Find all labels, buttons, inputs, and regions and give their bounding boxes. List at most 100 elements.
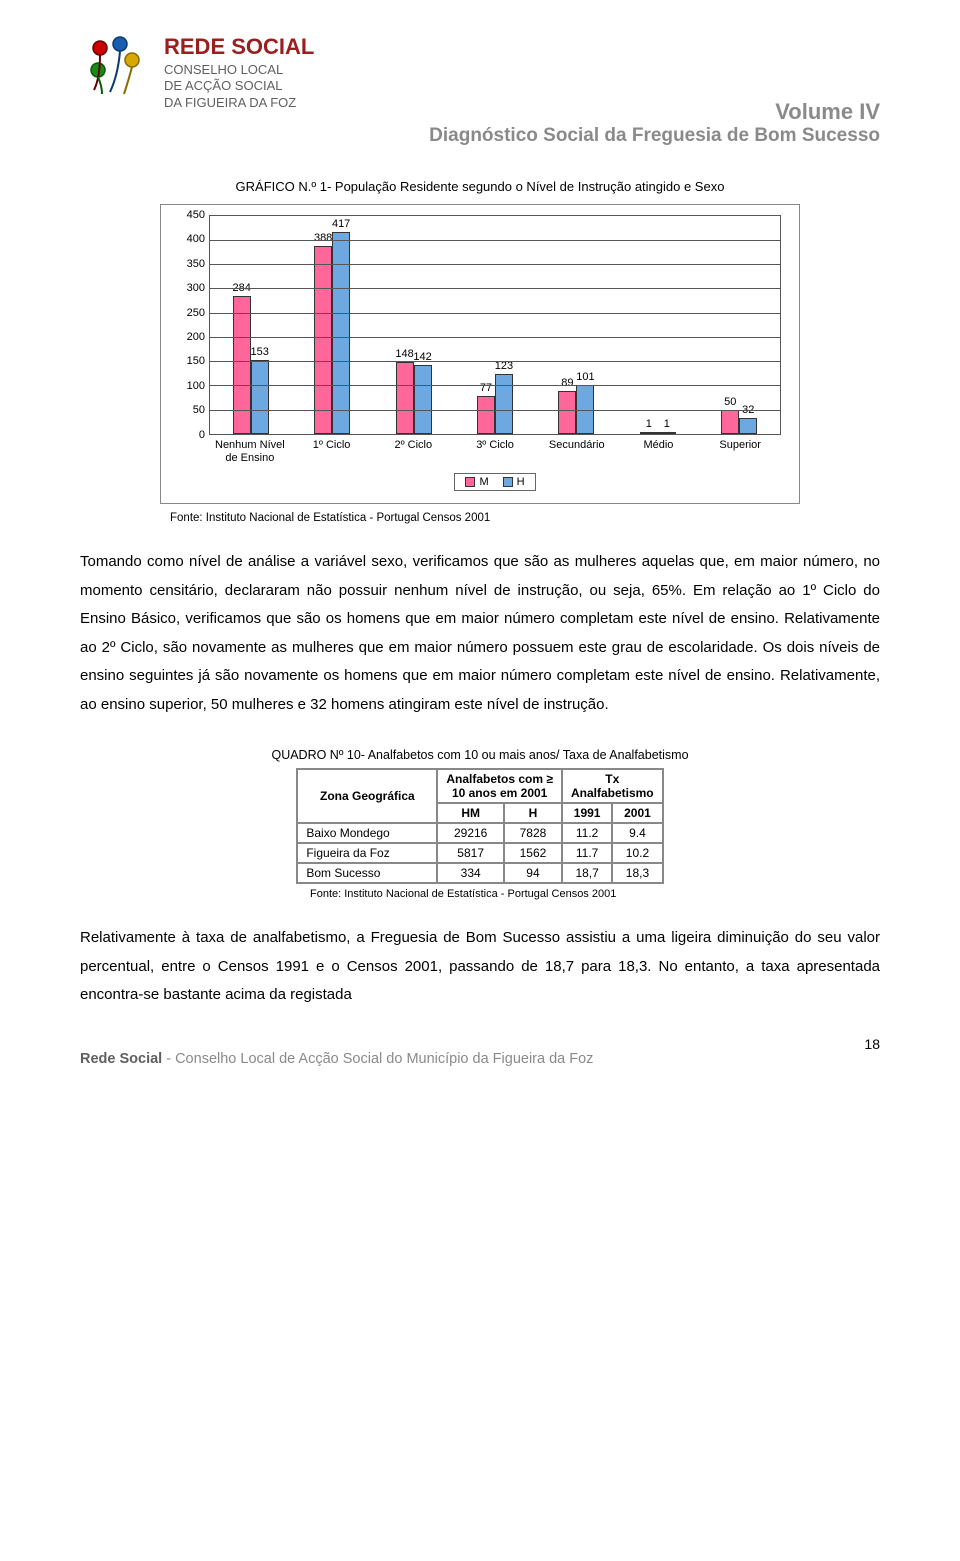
chart-title: GRÁFICO N.º 1- População Residente segun…	[80, 179, 880, 194]
logo-icon	[80, 30, 152, 102]
chart-bar: 153	[251, 360, 269, 434]
th-hm: HM	[437, 803, 504, 823]
doc-subtitle: Diagnóstico Social da Freguesia de Bom S…	[80, 125, 880, 147]
cell-hm: 5817	[437, 843, 504, 863]
th-analfabetos: Analfabetos com ≥ 10 anos em 2001	[437, 769, 562, 803]
chart-category: 89101	[536, 216, 617, 434]
org-text-block: REDE SOCIAL CONSELHO LOCAL DE ACÇÃO SOCI…	[164, 30, 314, 111]
bar-value-label: 89	[561, 377, 573, 389]
x-axis-label: Nenhum Nível de Ensino	[209, 439, 291, 465]
org-line-1: CONSELHO LOCAL	[164, 62, 314, 78]
chart-category: 5032	[699, 216, 780, 434]
gridline	[210, 361, 780, 362]
bar-value-label: 148	[395, 348, 413, 360]
y-tick-label: 250	[187, 307, 205, 319]
chart-category: 388417	[291, 216, 372, 434]
x-axis-label: Médio	[618, 439, 700, 465]
table-source: Fonte: Instituto Nacional de Estatística…	[310, 888, 880, 900]
x-axis-label: Secundário	[536, 439, 618, 465]
th-2001: 2001	[612, 803, 662, 823]
cell-1991: 11.2	[562, 823, 612, 843]
gridline	[210, 410, 780, 411]
legend-swatch-icon	[465, 477, 475, 487]
table-caption: QUADRO Nº 10- Analfabetos com 10 ou mais…	[250, 747, 710, 764]
page: REDE SOCIAL CONSELHO LOCAL DE ACÇÃO SOCI…	[0, 0, 960, 1108]
chart-plot: 2841533884171481427712389101115032	[209, 215, 781, 435]
cell-2001: 9.4	[612, 823, 662, 843]
gridline	[210, 240, 780, 241]
bar-value-label: 1	[664, 418, 670, 430]
th-col2-l1: Analfabetos com ≥	[446, 772, 553, 786]
bar-value-label: 101	[576, 371, 594, 383]
th-1991: 1991	[562, 803, 612, 823]
chart-bar: 1	[658, 432, 676, 434]
page-number: 18	[864, 1036, 880, 1052]
paragraph-2: Relativamente à taxa de analfabetismo, a…	[80, 924, 880, 1010]
chart-bar: 148	[396, 362, 414, 434]
paragraph-1: Tomando como nível de análise a variável…	[80, 548, 880, 719]
chart-bar: 417	[332, 232, 350, 434]
gridline	[210, 337, 780, 338]
chart-bar: 1	[640, 432, 658, 434]
bar-value-label: 50	[724, 396, 736, 408]
chart-bar: 77	[477, 396, 495, 433]
y-tick-label: 50	[193, 404, 205, 416]
y-tick-label: 0	[199, 429, 205, 441]
legend-label: H	[517, 476, 525, 488]
chart-bar: 142	[414, 365, 432, 434]
cell-zone: Baixo Mondego	[297, 823, 437, 843]
cell-h: 1562	[504, 843, 562, 863]
th-col3-l1: Tx	[571, 772, 654, 786]
table-row: Figueira da Foz5817156211.710.2	[297, 843, 662, 863]
chart-y-axis: 050100150200250300350400450	[171, 215, 205, 435]
chart-bars: 2841533884171481427712389101115032	[210, 216, 780, 434]
org-title: REDE SOCIAL	[164, 34, 314, 60]
gridline	[210, 385, 780, 386]
cell-h: 94	[504, 863, 562, 883]
chart-x-labels: Nenhum Nível de Ensino1º Ciclo2º Ciclo3º…	[209, 439, 781, 465]
gridline	[210, 313, 780, 314]
cell-hm: 29216	[437, 823, 504, 843]
th-zone: Zona Geográfica	[297, 769, 437, 823]
legend-item: M	[465, 476, 488, 488]
bar-value-label: 153	[251, 346, 269, 358]
bar-value-label: 77	[480, 382, 492, 394]
chart-bar: 388	[314, 246, 332, 434]
chart-container: 050100150200250300350400450 284153388417…	[160, 204, 800, 504]
chart-category: 284153	[210, 216, 291, 434]
bar-value-label: 417	[332, 218, 350, 230]
footer-rest: - Conselho Local de Acção Social do Muni…	[162, 1051, 593, 1067]
cell-2001: 10.2	[612, 843, 662, 863]
cell-hm: 334	[437, 863, 504, 883]
chart-category: 77123	[454, 216, 535, 434]
legend-swatch-icon	[503, 477, 513, 487]
cell-1991: 11.7	[562, 843, 612, 863]
y-tick-label: 400	[187, 233, 205, 245]
y-tick-label: 150	[187, 355, 205, 367]
x-axis-label: 2º Ciclo	[372, 439, 454, 465]
table-row: Baixo Mondego29216782811.29.4	[297, 823, 662, 843]
x-axis-label: Superior	[699, 439, 781, 465]
cell-1991: 18,7	[562, 863, 612, 883]
chart-plot-area: 050100150200250300350400450 284153388417…	[209, 215, 781, 435]
gridline	[210, 264, 780, 265]
cell-h: 7828	[504, 823, 562, 843]
table-row: Bom Sucesso3349418,718,3	[297, 863, 662, 883]
legend-item: H	[503, 476, 525, 488]
th-col2-l2: 10 anos em 2001	[446, 786, 553, 800]
chart-category: 148142	[373, 216, 454, 434]
th-col3-l2: Analfabetismo	[571, 786, 654, 800]
cell-zone: Bom Sucesso	[297, 863, 437, 883]
y-tick-label: 350	[187, 258, 205, 270]
org-line-3: DA FIGUEIRA DA FOZ	[164, 95, 314, 111]
data-table: Zona Geográfica Analfabetos com ≥ 10 ano…	[296, 768, 663, 884]
bar-value-label: 1	[646, 418, 652, 430]
gridline	[210, 288, 780, 289]
th-tx: Tx Analfabetismo	[562, 769, 663, 803]
chart-category: 11	[617, 216, 698, 434]
cell-zone: Figueira da Foz	[297, 843, 437, 863]
y-tick-label: 450	[187, 209, 205, 221]
chart-bar: 50	[721, 410, 739, 434]
chart-bar: 123	[495, 374, 513, 434]
chart-legend: MH	[209, 473, 781, 491]
